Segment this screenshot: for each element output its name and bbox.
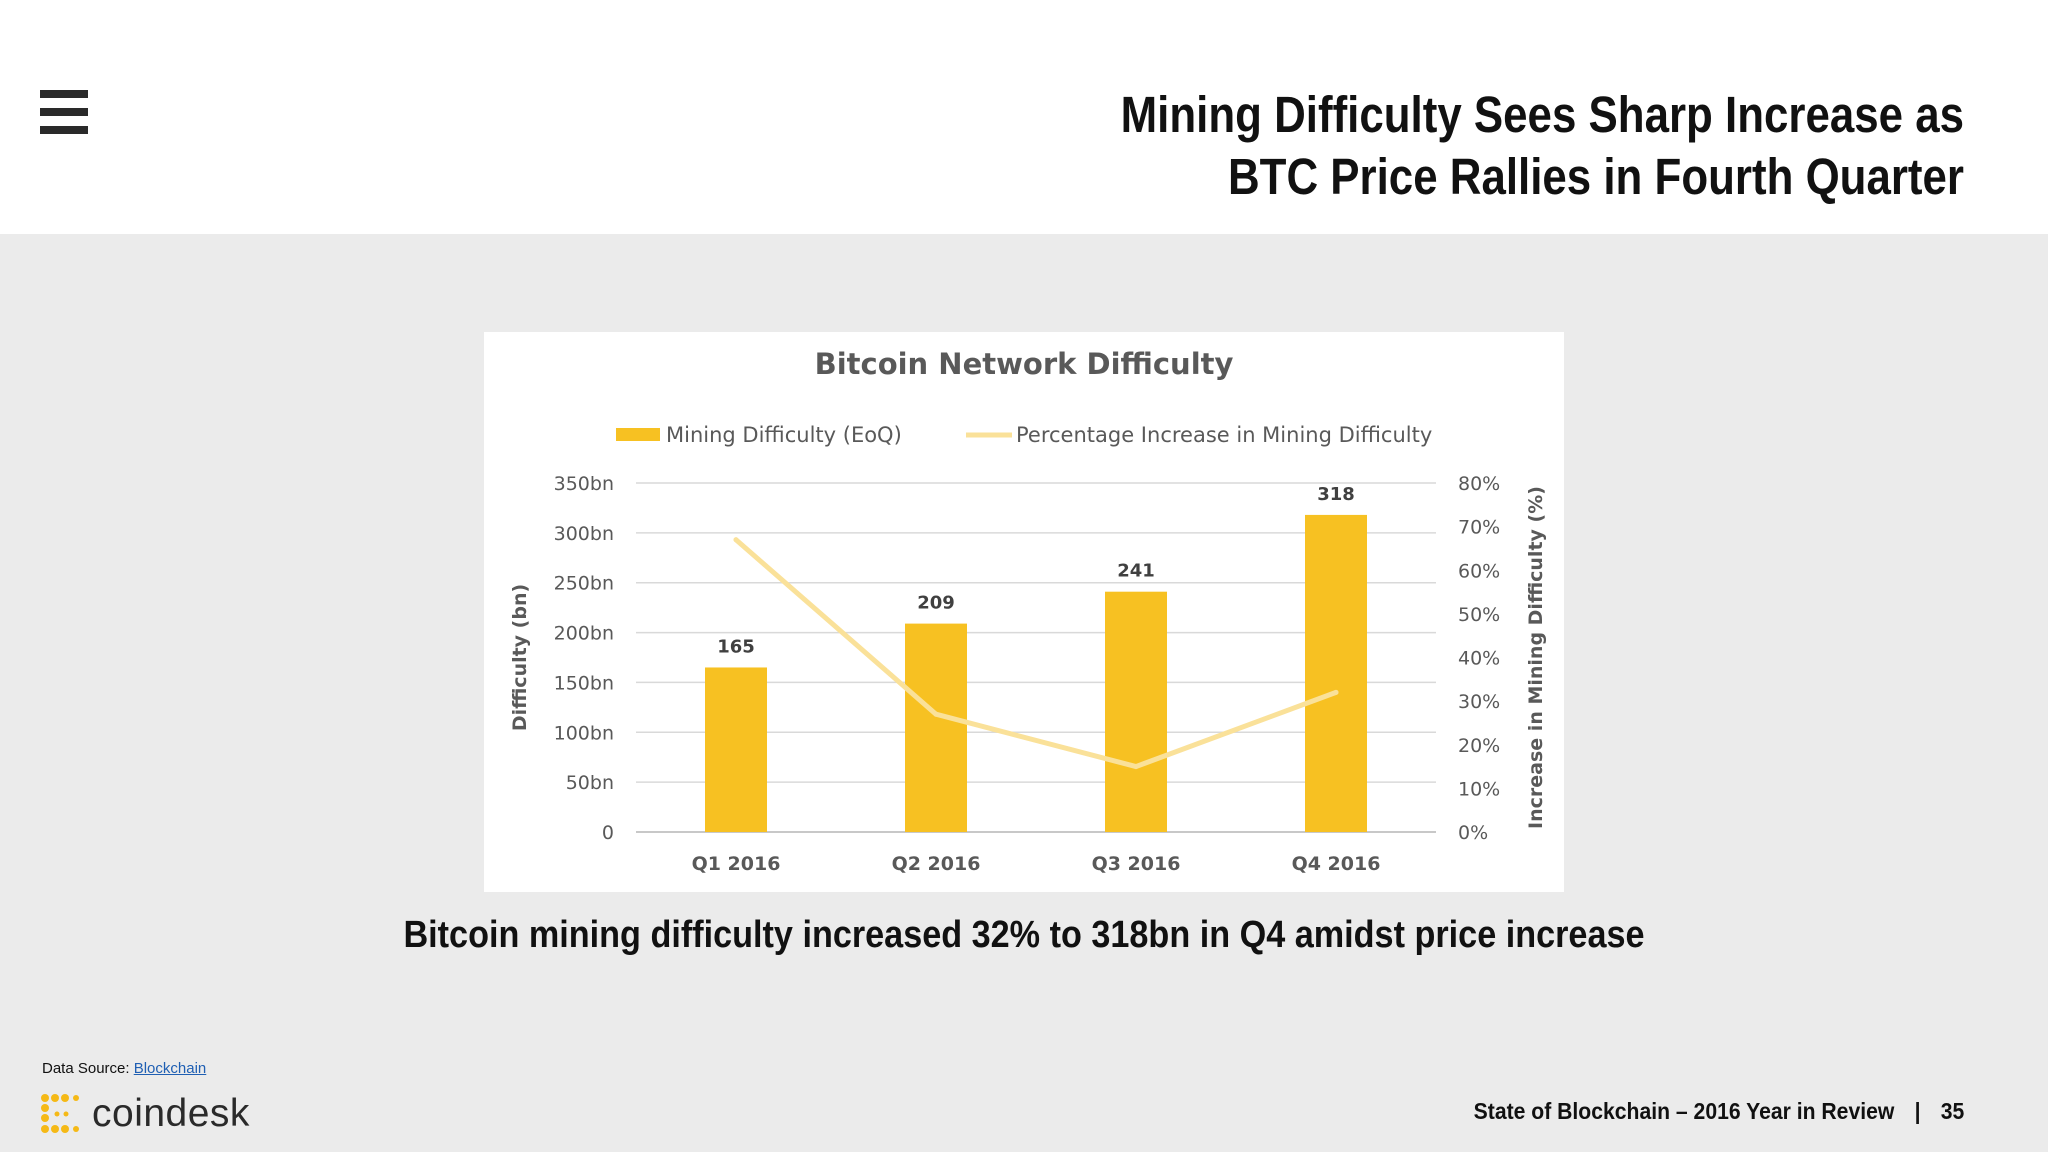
x-tick-label: Q4 2016 <box>1292 853 1381 875</box>
menu-bar <box>40 108 88 116</box>
menu-bar <box>40 90 88 98</box>
slide-title-line-2: BTC Price Rallies in Fourth Quarter <box>1227 148 1964 205</box>
x-tick-label: Q3 2016 <box>1092 853 1181 875</box>
data-source-label: Data Source: <box>42 1060 130 1077</box>
coindesk-logo[interactable]: coindesk <box>40 1090 250 1138</box>
y-tick-label: 100bn <box>554 722 614 744</box>
bar-data-label: 241 <box>1117 561 1155 582</box>
bar-q1-2016 <box>705 667 767 832</box>
bar-data-label: 209 <box>917 593 955 614</box>
y-tick-label: 250bn <box>554 573 614 595</box>
bar-q3-2016 <box>1105 591 1167 832</box>
y-tick-label: 200bn <box>554 623 614 645</box>
chart-caption: Bitcoin mining difficulty increased 32% … <box>403 914 1645 956</box>
line-point <box>1133 764 1139 770</box>
hamburger-menu-icon[interactable] <box>40 90 88 134</box>
legend-line-label: Percentage Increase in Mining Difficulty <box>1016 423 1432 447</box>
y-right-tick-label: 10% <box>1458 778 1500 800</box>
slide-footer: State of Blockchain – 2016 Year in Revie… <box>1473 1098 1964 1125</box>
line-point <box>933 711 939 717</box>
menu-bar <box>40 126 88 134</box>
data-source-link[interactable]: Blockchain <box>133 1060 207 1077</box>
y-tick-label: 150bn <box>554 672 614 694</box>
coindesk-dots-icon <box>41 1094 79 1133</box>
y-right-tick-label: 50% <box>1458 604 1500 626</box>
bar-data-label: 318 <box>1317 484 1355 505</box>
y-tick-label: 300bn <box>554 523 614 545</box>
y-right-tick-label: 80% <box>1458 473 1500 495</box>
slide-header: Mining Difficulty Sees Sharp Increase as… <box>0 0 2048 234</box>
bar-data-label: 165 <box>717 636 755 657</box>
slide-title: Mining Difficulty Sees Sharp Increase as… <box>932 84 1964 208</box>
page-number: 35 <box>1940 1098 1964 1124</box>
bitcoin-difficulty-chart: Bitcoin Network Difficulty Mining Difficu… <box>509 347 1547 875</box>
y-tick-label: 50bn <box>566 772 614 794</box>
y-right-tick-label: 60% <box>1458 560 1500 582</box>
coindesk-wordmark: coindesk <box>92 1092 250 1135</box>
line-point <box>1333 689 1339 695</box>
bar-q2-2016 <box>905 623 967 832</box>
data-source: Data Source: Blockchain <box>42 1060 206 1077</box>
y-tick-label: 0 <box>602 822 614 844</box>
y-right-tick-label: 0% <box>1458 822 1488 844</box>
footer-report-title: State of Blockchain – 2016 Year in Revie… <box>1473 1098 1895 1124</box>
y-right-axis-title: Increase in Mining Difficulty (%) <box>1525 486 1547 829</box>
y-right-tick-label: 20% <box>1458 735 1500 757</box>
legend-bar-label: Mining Difficulty (EoQ) <box>666 423 902 447</box>
x-tick-label: Q1 2016 <box>692 853 781 875</box>
y-right-tick-label: 40% <box>1458 648 1500 670</box>
line-point <box>733 537 739 543</box>
y-right-tick-label: 70% <box>1458 517 1500 539</box>
y-axis-title: Difficulty (bn) <box>509 584 531 731</box>
footer-separator: | <box>1914 1098 1921 1124</box>
legend-bar-swatch <box>616 428 660 441</box>
bar-q4-2016 <box>1305 514 1367 832</box>
y-right-tick-label: 30% <box>1458 691 1500 713</box>
slide-title-line-1: Mining Difficulty Sees Sharp Increase as <box>1120 86 1964 143</box>
chart-title: Bitcoin Network Difficulty <box>815 347 1234 381</box>
percentage-increase-line <box>733 537 1339 770</box>
chart-panel: Bitcoin Network Difficulty Mining Difficu… <box>484 332 1564 892</box>
y-tick-label: 350bn <box>554 473 614 495</box>
x-tick-label: Q2 2016 <box>892 853 981 875</box>
